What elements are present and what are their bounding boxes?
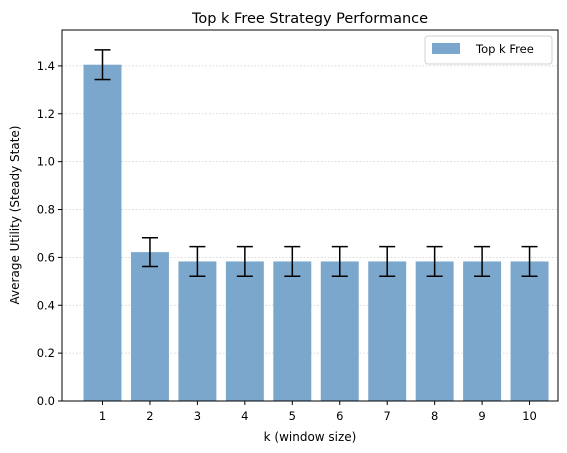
y-axis-label: Average Utility (Steady State) <box>8 126 22 305</box>
x-tick-label: 2 <box>146 409 153 423</box>
bar <box>463 261 502 401</box>
x-tick-label: 7 <box>384 409 391 423</box>
y-tick-label: 1.0 <box>37 155 55 169</box>
chart-title: Top k Free Strategy Performance <box>191 11 428 27</box>
y-tick-label: 0.0 <box>37 394 55 408</box>
y-tick-label: 1.2 <box>37 107 55 121</box>
bar <box>178 261 217 401</box>
legend-swatch <box>432 43 460 54</box>
legend: Top k Free <box>424 35 553 65</box>
bar <box>368 261 407 401</box>
bar <box>225 261 264 401</box>
x-axis-label: k (window size) <box>264 430 357 444</box>
bar <box>273 261 312 401</box>
y-tick-label: 0.4 <box>37 298 55 312</box>
x-axis: 1 2 3 4 5 6 7 8 9 10 <box>99 401 537 423</box>
bar <box>130 252 169 401</box>
y-tick-label: 0.8 <box>37 203 55 217</box>
y-tick-label: 0.2 <box>37 346 55 360</box>
y-tick-label: 1.4 <box>37 59 55 73</box>
x-tick-label: 4 <box>241 409 248 423</box>
bar <box>510 261 549 401</box>
bars <box>83 64 549 401</box>
y-tick-label: 0.6 <box>37 250 55 264</box>
error-bars <box>94 49 538 278</box>
bar <box>320 261 359 401</box>
y-axis: 0.0 0.2 0.4 0.6 0.8 1.0 1.2 1.4 <box>37 59 62 408</box>
legend-label: Top k Free <box>475 42 534 56</box>
x-tick-label: 10 <box>522 409 537 423</box>
x-tick-label: 5 <box>289 409 296 423</box>
x-tick-label: 8 <box>431 409 438 423</box>
x-tick-label: 9 <box>478 409 485 423</box>
x-tick-label: 6 <box>336 409 343 423</box>
bar <box>415 261 454 401</box>
bar <box>83 64 122 401</box>
x-tick-label: 3 <box>194 409 201 423</box>
x-tick-label: 1 <box>99 409 106 423</box>
plot-frame <box>61 29 559 402</box>
